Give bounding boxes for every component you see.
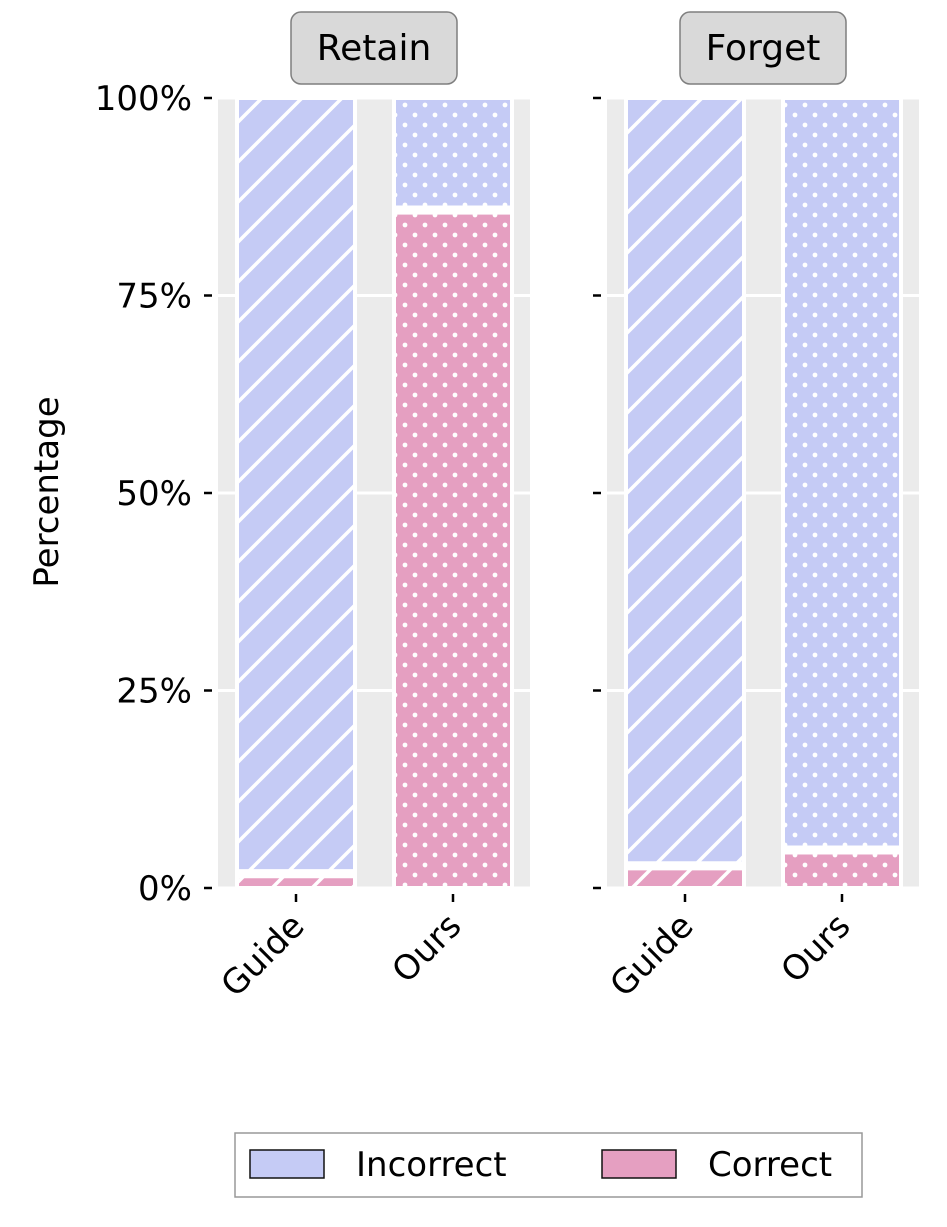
bar-pattern-retain-guide-incorrect (237, 98, 355, 877)
legend-swatch-incorrect (249, 1149, 325, 1179)
y-tick-label-50: 50% (116, 474, 192, 514)
bar-pattern-forget-ours-correct (783, 852, 901, 888)
x-tick-label-retain-ours: Ours (385, 906, 470, 991)
x-tick-label-forget-guide: Guide (602, 906, 701, 1005)
bar-pattern-retain-ours-correct (394, 212, 512, 889)
panel-forget: Guide Ours Forget (593, 11, 919, 1005)
bar-pattern-forget-guide-correct (626, 868, 744, 888)
panel-retain: 0% 25% 50% 75% 100% Guide Ours Retain (95, 11, 530, 1005)
x-tick-label-retain-guide: Guide (213, 906, 312, 1005)
panel-title-retain: Retain (317, 28, 432, 69)
bar-pattern-retain-ours-incorrect (394, 98, 512, 213)
legend-label-incorrect: Incorrect (356, 1145, 507, 1185)
panel-title-box-forget (679, 11, 847, 85)
legend-swatch-correct (601, 1149, 677, 1179)
bar-pattern-forget-guide-incorrect (626, 98, 744, 869)
bar-pattern-retain-guide-correct (237, 876, 355, 888)
y-tick-label-25: 25% (116, 672, 192, 712)
legend-box (234, 1132, 863, 1198)
y-axis-label: Percentage (27, 396, 67, 587)
panel-title-box-retain (290, 11, 458, 85)
legend-label-correct: Correct (708, 1145, 832, 1185)
bar-pattern-forget-ours-incorrect (783, 98, 901, 853)
y-tick-label-0: 0% (138, 869, 192, 909)
panel-title-forget: Forget (706, 28, 821, 69)
y-tick-label-75: 75% (116, 277, 192, 317)
legend: Incorrect Correct (234, 1132, 863, 1198)
x-tick-label-forget-ours: Ours (774, 906, 859, 991)
y-tick-label-100: 100% (95, 79, 192, 119)
